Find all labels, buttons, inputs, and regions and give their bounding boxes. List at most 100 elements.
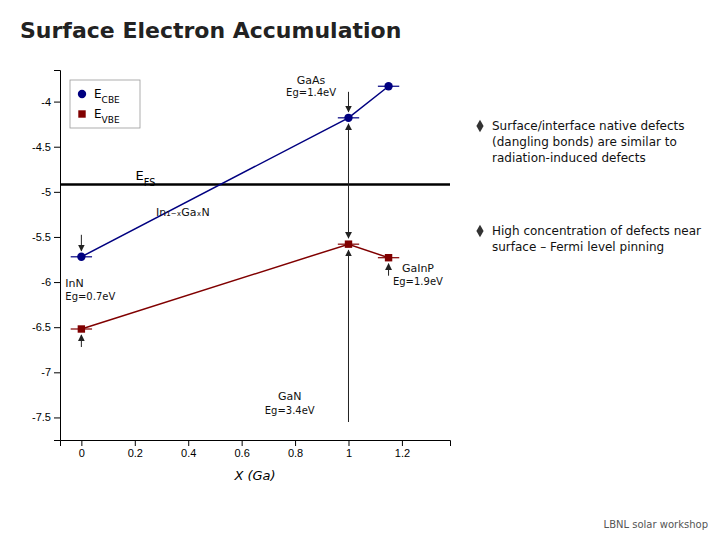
- tick-label: 0.8: [288, 447, 303, 459]
- legend-label: EVBE: [94, 107, 120, 125]
- series-line: [81, 244, 388, 329]
- annotation-arrows: [81, 92, 388, 422]
- tick-mark: [348, 440, 349, 446]
- title: Surface Electron Accumulation: [20, 18, 401, 43]
- tick-label: -7.5: [32, 411, 51, 423]
- tick: 0.4: [181, 440, 196, 459]
- annotation: High concentration of defects nearsurfac…: [492, 224, 701, 254]
- point: [344, 114, 352, 122]
- legend-entry: ECBE: [78, 87, 120, 105]
- tick: -4: [41, 96, 60, 108]
- tick: 1.2: [395, 440, 410, 459]
- tick-label: 0.4: [181, 447, 196, 459]
- annotation: Eg=3.4eV: [265, 405, 315, 416]
- chart: Surface Electron Accumulation00.20.40.60…: [0, 0, 720, 540]
- text-subscript: FS: [144, 176, 156, 187]
- tick-label: -5: [41, 186, 51, 198]
- annotation-line: Surface/interface native defects: [492, 119, 685, 133]
- annotation: GaAs: [297, 74, 326, 87]
- annotation-line: (dangling bonds) are similar to: [492, 135, 677, 149]
- point: [77, 253, 85, 261]
- annotation-arrow: [348, 92, 349, 112]
- annotation: LBNL solar workshop: [604, 519, 708, 530]
- x-axis: 0 0.2 0.4 0.6 0.8 1 1.2: [61, 440, 451, 459]
- bullet-marker: [476, 120, 483, 132]
- point: [385, 254, 392, 261]
- point: [78, 325, 85, 332]
- text-subscript: CBE: [102, 95, 120, 105]
- legend-marker: [78, 90, 86, 98]
- tick: -7: [41, 366, 60, 378]
- tick-mark: [402, 440, 403, 446]
- tick: 1: [346, 440, 352, 459]
- annotation: In₁₋ₓGaₓN: [156, 206, 210, 219]
- tick-mark: [54, 327, 60, 328]
- tick-label: -4: [41, 96, 51, 108]
- legend-frame: [70, 80, 140, 128]
- annotation: Surface/interface native defects (danglin…: [492, 119, 685, 165]
- tick: 0.2: [128, 440, 143, 459]
- legend: ECBEEVBE: [70, 80, 140, 128]
- tick-label: 0.2: [128, 447, 143, 459]
- annotation-arrow: [388, 264, 389, 276]
- tick-mark: [295, 440, 296, 446]
- x-axis-title: X (Ga): [233, 468, 275, 483]
- annotation-arrow: [348, 250, 349, 422]
- tick: 0.6: [234, 440, 249, 459]
- annotation-line: High concentration of defects near: [492, 224, 701, 238]
- tick-mark: [135, 440, 136, 446]
- point: [345, 240, 352, 247]
- annotation: GaN: [278, 390, 302, 403]
- y-axis: -7.5 -7 -6.5 -6 -5.5 -5 -4.5 -4: [32, 71, 60, 441]
- reference-label: EFS: [136, 168, 156, 188]
- tick: 0.8: [288, 440, 303, 459]
- tick-label: 0.6: [234, 447, 249, 459]
- annotation-arrow: [348, 124, 349, 238]
- tick: -6.5: [32, 321, 60, 333]
- tick-mark: [54, 192, 60, 193]
- tick-mark: [188, 440, 189, 446]
- legend-label: ECBE: [94, 87, 120, 105]
- tick-mark: [54, 372, 60, 373]
- tick: -5: [41, 186, 60, 198]
- tick: -6: [41, 276, 60, 288]
- tick-label: 1: [346, 447, 352, 459]
- tick-label: -6: [41, 276, 51, 288]
- tick-label: -6.5: [32, 321, 51, 333]
- tick-mark: [242, 440, 243, 446]
- annotation-line: radiation-induced defects: [492, 151, 646, 165]
- tick-label: 0: [79, 447, 85, 459]
- legend-marker: [78, 110, 85, 117]
- text-subscript: VBE: [102, 115, 120, 125]
- tick-mark: [54, 147, 60, 148]
- annotation: Eg=1.9eV: [393, 276, 443, 287]
- bullet-marker: [476, 225, 483, 237]
- annotation-arrow: [81, 335, 82, 347]
- tick-label: 1.2: [395, 447, 410, 459]
- axis-line: [61, 441, 451, 447]
- tick-mark: [54, 282, 60, 283]
- tick-mark: [81, 440, 82, 446]
- annotation-arrow: [81, 235, 82, 251]
- annotation: Eg=1.4eV: [286, 87, 336, 98]
- tick-mark: [54, 102, 60, 103]
- tick: -7.5: [32, 411, 60, 423]
- reference-line: [60, 183, 450, 186]
- annotation: Eg=0.7eV: [65, 291, 115, 302]
- tick-label: -7: [41, 366, 51, 378]
- annotation: GaInP: [402, 262, 434, 275]
- tick: 0: [79, 440, 85, 459]
- point: [384, 82, 392, 90]
- axis-line: [54, 71, 61, 441]
- annotation: InN: [65, 277, 83, 290]
- legend-entry: EVBE: [78, 107, 120, 125]
- tick: -4.5: [32, 141, 60, 153]
- plot-area: [60, 82, 450, 333]
- text-main: E: [94, 107, 102, 121]
- tick-label: -4.5: [32, 141, 51, 153]
- tick: -5.5: [32, 231, 60, 243]
- tick-label: -5.5: [32, 231, 51, 243]
- text-main: E: [136, 168, 144, 183]
- tick-mark: [54, 237, 60, 238]
- text-main: E: [94, 87, 102, 101]
